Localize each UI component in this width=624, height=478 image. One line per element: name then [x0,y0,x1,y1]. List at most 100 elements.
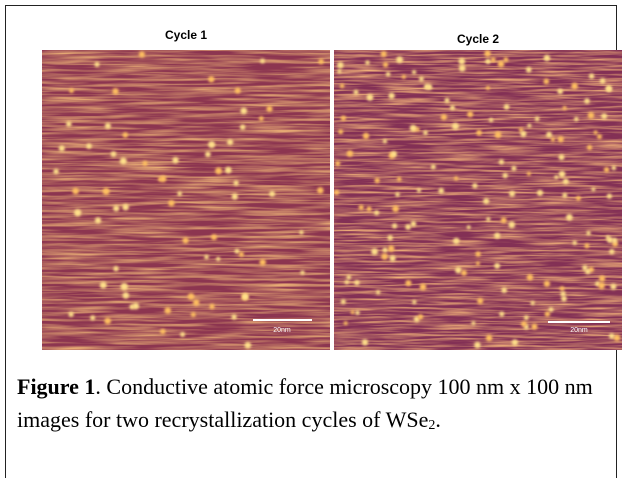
surface-feature [609,333,615,339]
surface-feature [486,86,490,90]
surface-feature [317,187,324,194]
surface-feature [527,172,531,176]
surface-feature [335,161,340,166]
page: Cycle 1 Cycle 2 20nm 20nm Figure 1. Cond… [0,0,624,478]
surface-feature [537,190,543,196]
surface-feature [489,118,493,122]
surface-feature [607,194,612,199]
surface-feature [113,205,119,211]
surface-feature [66,121,72,127]
surface-feature [337,69,341,73]
surface-feature [503,173,508,178]
surface-feature [476,262,480,266]
surface-feature [574,117,579,122]
surface-feature [484,50,491,57]
surface-feature [381,253,388,260]
surface-feature [412,70,416,74]
surface-feature [563,106,567,110]
surface-feature [546,132,552,138]
surface-feature [208,141,215,148]
surface-feature [467,225,471,229]
surface-feature [526,67,532,73]
surface-feature [582,265,588,271]
surface-feature [142,161,147,166]
surface-feature [362,339,368,345]
surface-feature [571,83,578,90]
surface-feature [557,89,563,95]
surface-feature [531,324,537,330]
surface-feature [491,57,496,62]
surface-feature [601,113,607,119]
surface-feature [244,342,251,349]
surface-feature [344,321,348,325]
surface-feature [494,263,500,269]
surface-feature [591,187,595,191]
surface-feature [337,62,344,69]
surface-feature [562,193,567,198]
surface-feature [359,205,364,210]
surface-feature [509,191,515,197]
surface-feature [503,57,508,62]
surface-feature [521,321,527,327]
surface-feature [300,270,304,274]
surface-feature [611,166,616,171]
surface-feature [269,191,275,197]
surface-feature [382,247,387,252]
surface-feature [499,312,504,317]
surface-feature [486,335,493,342]
surface-feature [559,154,565,160]
surface-feature [205,151,211,157]
afm-image: 20nm [334,50,622,350]
surface-feature [209,304,214,309]
surface-feature [486,217,490,221]
surface-feature [168,200,174,206]
surface-feature [397,177,402,182]
surface-feature [95,217,101,223]
surface-feature [572,241,577,246]
caption-text: . Conductive atomic force microscopy 100… [17,374,593,432]
surface-feature [563,178,569,184]
surface-feature [410,125,417,132]
surface-feature [395,192,400,197]
surface-feature [431,164,436,169]
surface-feature [600,78,606,84]
surface-feature [396,56,403,63]
surface-feature [235,249,240,254]
surface-feature [233,180,238,185]
surface-feature [121,283,128,290]
surface-feature [259,259,266,266]
surface-feature [471,321,475,325]
surface-feature [467,111,473,117]
surface-feature [551,137,555,141]
surface-feature [512,339,518,345]
surface-feature [53,169,59,175]
surface-feature [191,312,196,317]
surface-feature [266,106,272,112]
surface-feature [535,117,540,122]
surface-feature [418,314,423,319]
caption: Figure 1. Conductive atomic force micros… [17,370,607,436]
surface-feature [444,98,449,103]
surface-feature [375,178,380,183]
surface-feature [474,342,481,349]
surface-feature [527,274,534,281]
surface-feature [584,243,589,248]
surface-feature [113,266,118,271]
surface-feature [365,60,370,65]
scale-bar-label: 20nm [570,327,588,334]
surface-feature [561,296,567,302]
afm-texture [42,50,330,350]
surface-feature [386,72,391,77]
surface-feature [419,77,424,82]
surface-feature [495,131,502,138]
surface-feature [122,204,129,211]
surface-feature [610,284,616,290]
surface-feature [402,75,406,79]
surface-feature [543,79,549,85]
surface-feature [259,116,264,121]
surface-feature [545,311,551,317]
surface-feature [499,159,504,164]
surface-feature [383,62,388,67]
surface-feature [240,108,247,115]
surface-feature [531,301,535,305]
